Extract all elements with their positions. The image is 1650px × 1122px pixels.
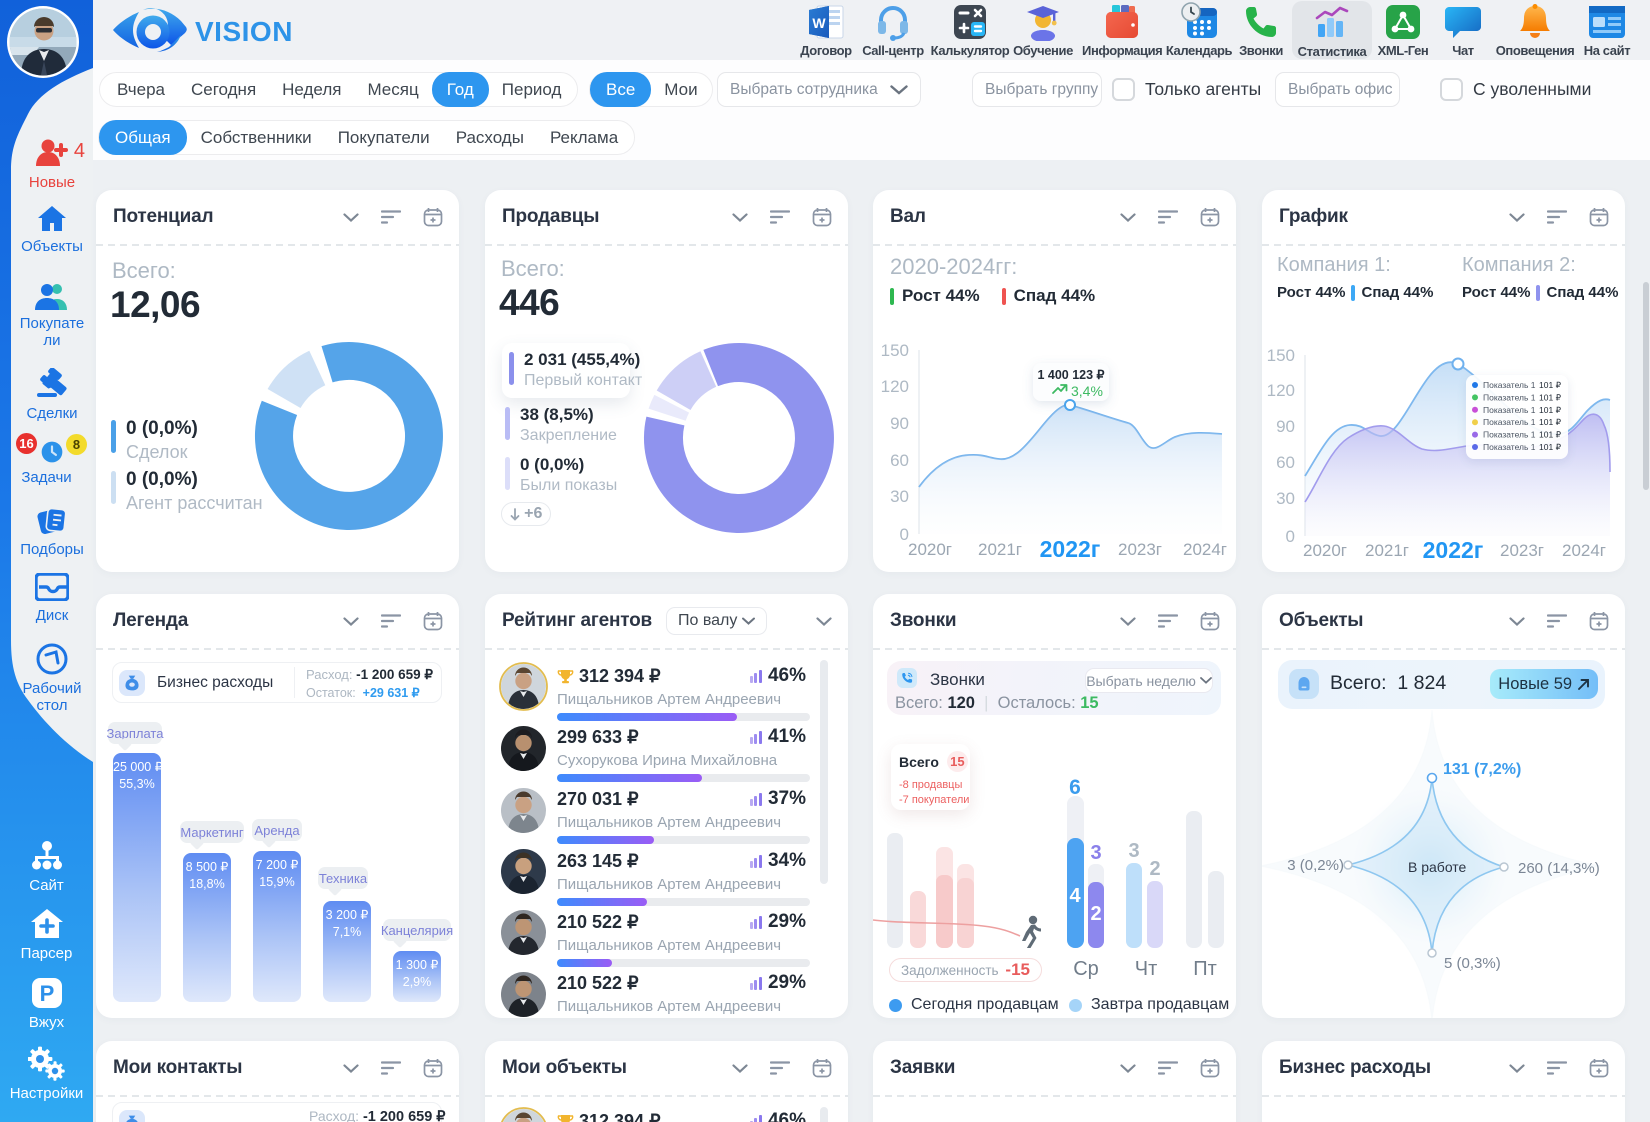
svg-text:260 (14,3%): 260 (14,3%) (1518, 860, 1600, 877)
svg-text:2022г: 2022г (1423, 537, 1484, 562)
svg-text:120: 120 (1267, 381, 1295, 400)
svg-text:3: 3 (1128, 840, 1139, 862)
svg-text:W: W (812, 15, 826, 31)
svg-text:101 ₽: 101 ₽ (1539, 392, 1562, 402)
svg-text:Показатель 1: Показатель 1 (1483, 430, 1536, 440)
svg-text:101 ₽: 101 ₽ (1539, 442, 1562, 452)
svg-text:4: 4 (1069, 885, 1081, 907)
svg-text:101 ₽: 101 ₽ (1539, 417, 1562, 427)
svg-text:120: 120 (881, 377, 909, 396)
svg-text:150: 150 (1267, 346, 1295, 365)
svg-text:0: 0 (1286, 527, 1295, 546)
svg-text:VISION: VISION (195, 16, 293, 47)
svg-text:30: 30 (890, 487, 909, 506)
svg-text:Пт: Пт (1193, 958, 1217, 980)
svg-text:2021г: 2021г (978, 540, 1022, 559)
svg-text:2020г: 2020г (1303, 541, 1347, 560)
svg-text:2: 2 (1090, 903, 1101, 925)
svg-text:131 (7,2%): 131 (7,2%) (1443, 761, 1521, 778)
svg-text:2023г: 2023г (1500, 541, 1544, 560)
svg-text:1 400 123 ₽: 1 400 123 ₽ (1037, 368, 1105, 382)
svg-text:5 (0,3%): 5 (0,3%) (1444, 955, 1501, 972)
svg-text:150: 150 (881, 341, 909, 360)
svg-text:P: P (39, 981, 54, 1006)
svg-text:30: 30 (1276, 489, 1295, 508)
svg-text:2022г: 2022г (1040, 536, 1101, 562)
svg-text:60: 60 (890, 451, 909, 470)
svg-text:Показатель 1: Показатель 1 (1483, 380, 1536, 390)
svg-text:90: 90 (890, 414, 909, 433)
svg-text:Показатель 1: Показатель 1 (1483, 405, 1536, 415)
svg-text:Чт: Чт (1135, 958, 1158, 980)
svg-text:101 ₽: 101 ₽ (1539, 430, 1562, 440)
svg-text:2023г: 2023г (1118, 540, 1162, 559)
svg-text:2021г: 2021г (1365, 541, 1409, 560)
svg-text:3 (0,2%): 3 (0,2%) (1287, 857, 1344, 874)
svg-text:101 ₽: 101 ₽ (1539, 405, 1562, 415)
svg-text:90: 90 (1276, 417, 1295, 436)
svg-text:60: 60 (1276, 453, 1295, 472)
svg-text:101 ₽: 101 ₽ (1539, 380, 1562, 390)
svg-text:2: 2 (1149, 858, 1160, 880)
svg-text:Показатель 1: Показатель 1 (1483, 417, 1536, 427)
svg-text:В работе: В работе (1408, 859, 1467, 875)
svg-text:2024г: 2024г (1562, 541, 1606, 560)
svg-text:2024г: 2024г (1183, 540, 1227, 559)
svg-text:Ср: Ср (1073, 958, 1099, 980)
svg-text:3: 3 (1090, 842, 1101, 864)
svg-text:0: 0 (900, 525, 909, 544)
svg-text:3,4%: 3,4% (1071, 383, 1103, 399)
svg-text:2020г: 2020г (908, 540, 952, 559)
svg-text:Показатель 1: Показатель 1 (1483, 442, 1536, 452)
svg-text:6: 6 (1069, 776, 1081, 799)
svg-text:Показатель 1: Показатель 1 (1483, 392, 1536, 402)
